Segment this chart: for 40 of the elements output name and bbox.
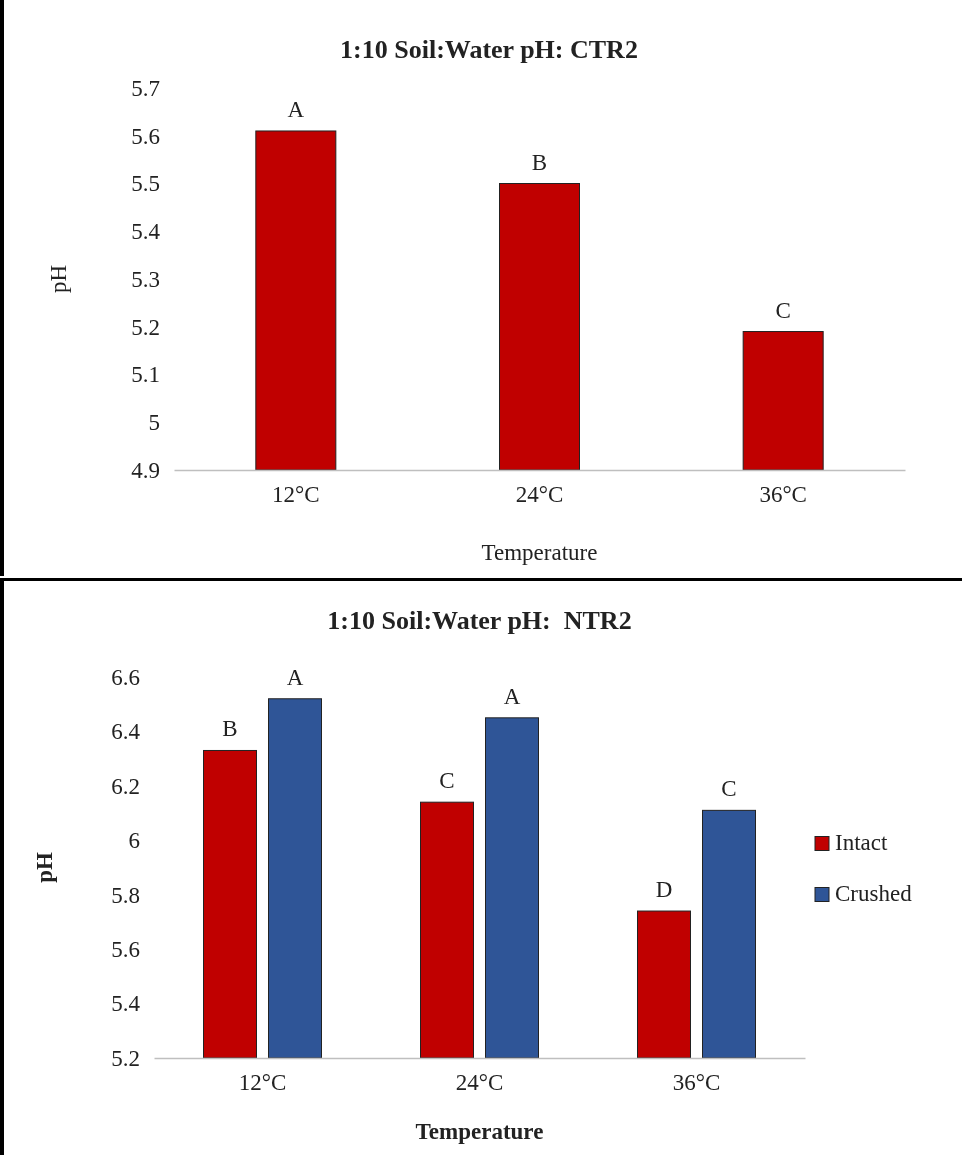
y-tick-label: 6.6 bbox=[111, 664, 140, 690]
y-tick-label: 4.9 bbox=[131, 457, 160, 483]
annotation: C bbox=[775, 297, 791, 323]
x-tick-label: 24°C bbox=[455, 1070, 504, 1096]
y-tick-label: 5.3 bbox=[131, 266, 160, 292]
y-tick-label: 5.4 bbox=[111, 991, 141, 1017]
x-tick-label: 24°C bbox=[515, 482, 564, 508]
annotation: D bbox=[655, 877, 673, 903]
annotation: A bbox=[503, 683, 521, 709]
y-tick-label: 5 bbox=[148, 410, 160, 436]
annotation: A bbox=[287, 96, 305, 122]
y-tick-label: 5.7 bbox=[131, 75, 160, 101]
y-tick-label: 5.6 bbox=[111, 937, 140, 962]
x-tick-label: 12°C bbox=[238, 1070, 287, 1096]
x-tick-label: 12°C bbox=[272, 482, 320, 508]
y-tick-label: 6.2 bbox=[111, 773, 140, 799]
chart-title: 1:10 Soil:Water pH: NTR2 bbox=[327, 606, 632, 635]
y-axis-title: pH bbox=[32, 852, 57, 883]
y-tick-label: 5.2 bbox=[131, 314, 160, 340]
y-tick-label: 6 bbox=[128, 828, 140, 854]
x-tick-label: 36°C bbox=[672, 1070, 721, 1096]
annotation: C bbox=[439, 768, 455, 794]
legend-label: Crushed bbox=[835, 880, 913, 906]
y-tick-label: 5.1 bbox=[131, 362, 160, 388]
x-axis-title: Temperature bbox=[415, 1119, 544, 1144]
y-tick-label: 5.6 bbox=[131, 123, 160, 149]
y-tick-label: 5.8 bbox=[111, 882, 140, 908]
legend-label: Intact bbox=[835, 829, 888, 855]
annotation: C bbox=[721, 776, 737, 802]
x-axis-title: Temperature bbox=[481, 540, 598, 565]
y-axis-title: pH bbox=[46, 264, 71, 294]
x-tick-label: 36°C bbox=[759, 482, 807, 508]
y-tick-label: 5.2 bbox=[111, 1045, 140, 1071]
chart-title: 1:10 Soil:Water pH: CTR2 bbox=[340, 35, 638, 64]
annotation: A bbox=[286, 664, 304, 690]
annotation: B bbox=[222, 716, 238, 742]
annotation: B bbox=[531, 149, 548, 175]
y-tick-label: 5.5 bbox=[131, 171, 160, 197]
y-tick-label: 6.4 bbox=[111, 719, 141, 745]
y-tick-label: 5.4 bbox=[131, 219, 161, 245]
